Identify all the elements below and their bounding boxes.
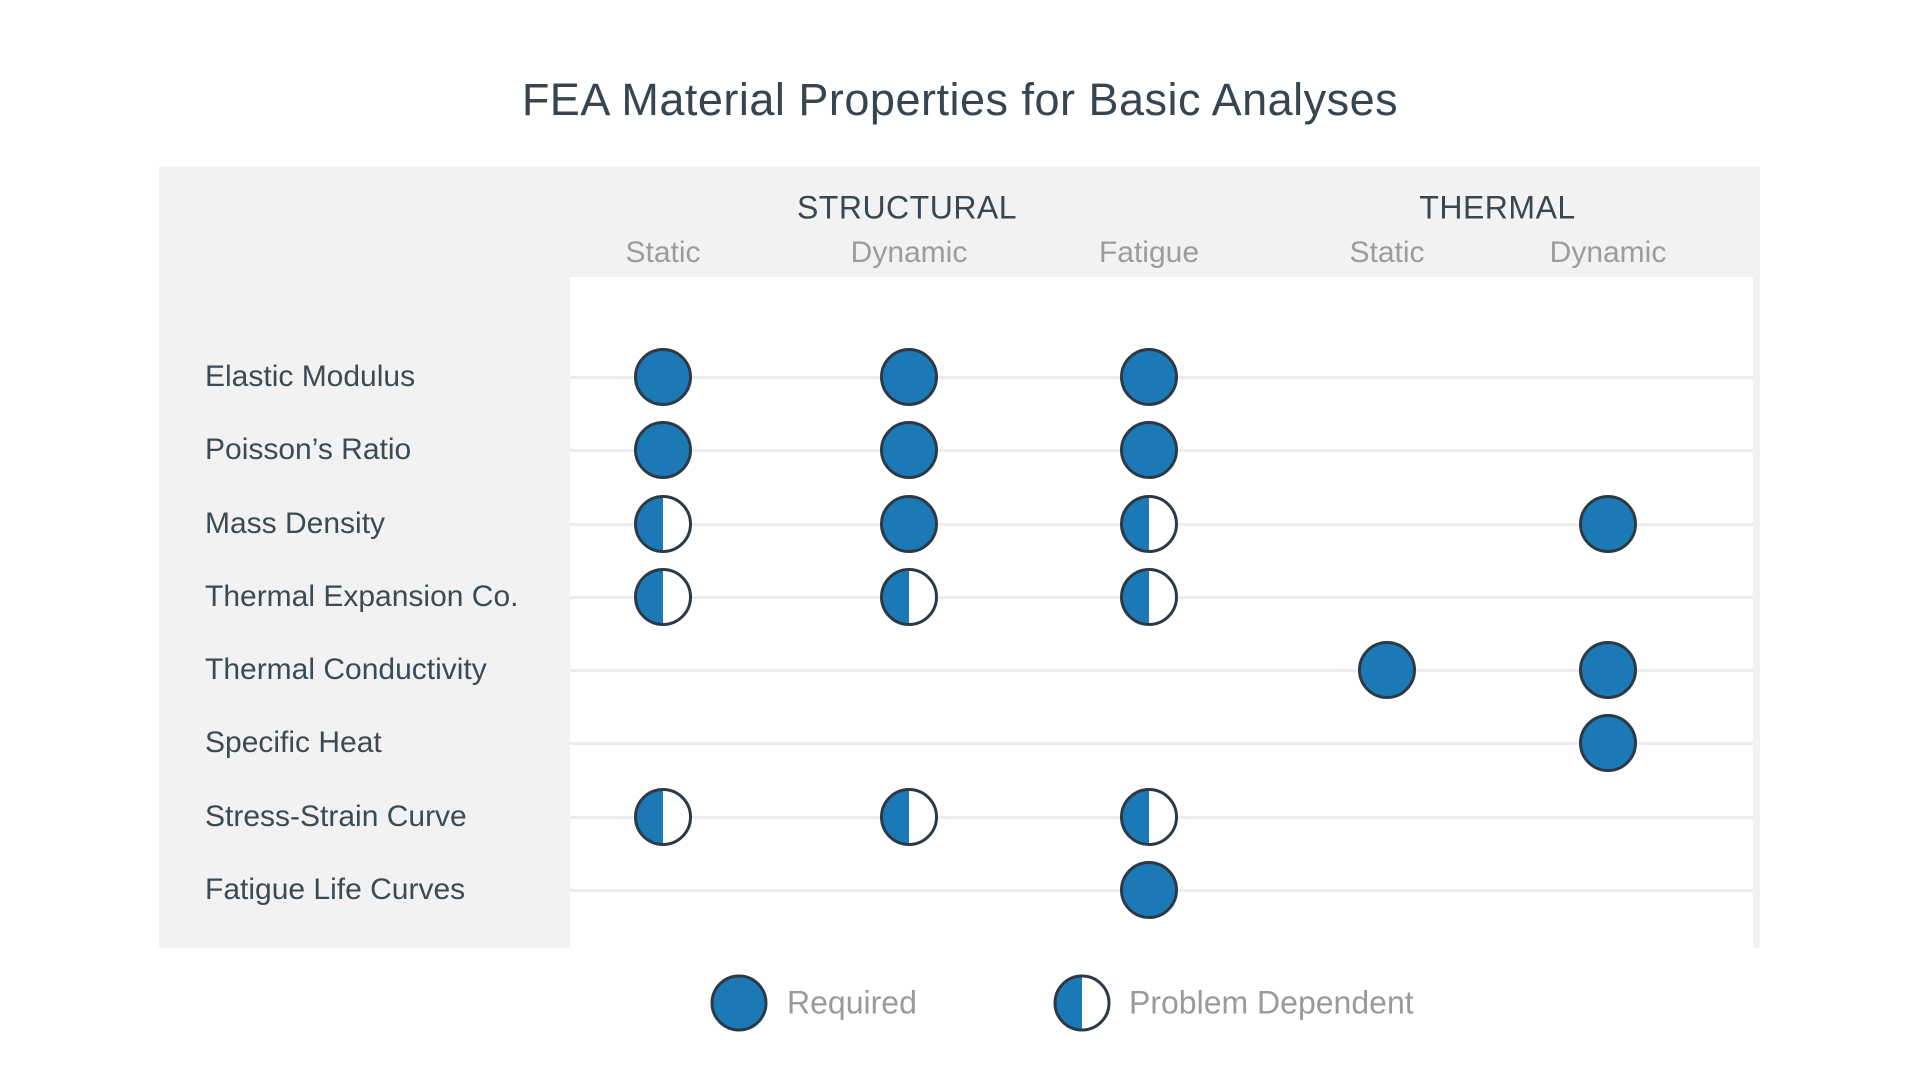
required-dot-icon-elastic-modulus-structural-static	[634, 348, 692, 406]
problem-dependent-dot-icon-mass-density-structural-fatigue	[1120, 495, 1178, 553]
row-label-poisson-s-ratio: Poisson’s Ratio	[205, 433, 412, 466]
full-circle-icon	[710, 974, 768, 1032]
required-dot-icon-poisson-s-ratio-structural-static	[634, 421, 692, 479]
problem-dependent-dot-icon-stress-strain-curve-structural-static	[634, 788, 692, 846]
row-label-stress-strain-curve: Stress-Strain Curve	[205, 800, 467, 833]
legend-label-required: Required	[787, 984, 917, 1021]
required-dot-icon-mass-density-thermal-dynamic	[1579, 495, 1637, 553]
legend-label-problem-dependent: Problem Dependent	[1129, 984, 1414, 1021]
required-dot-icon-poisson-s-ratio-structural-dynamic	[880, 421, 938, 479]
required-dot-icon-elastic-modulus-structural-dynamic	[880, 348, 938, 406]
row-label-fatigue-life-curves: Fatigue Life Curves	[205, 873, 466, 906]
required-dot-icon-poisson-s-ratio-structural-fatigue	[1120, 421, 1178, 479]
column-label-structural-dynamic: Dynamic	[850, 236, 968, 269]
page-title: FEA Material Properties for Basic Analys…	[521, 74, 1399, 125]
problem-dependent-dot-icon-mass-density-structural-static	[634, 495, 692, 553]
row-label-mass-density: Mass Density	[205, 507, 386, 540]
problem-dependent-dot-icon-stress-strain-curve-structural-fatigue	[1120, 788, 1178, 846]
required-dot-icon-mass-density-structural-dynamic	[880, 495, 938, 553]
column-group-label-structural: STRUCTURAL	[796, 189, 1018, 226]
column-label-structural-fatigue: Fatigue	[1098, 236, 1200, 269]
required-dot-icon-fatigue-life-curves-structural-fatigue	[1120, 861, 1178, 919]
row-label-elastic-modulus: Elastic Modulus	[205, 360, 416, 393]
required-dot-icon-thermal-conductivity-thermal-static	[1358, 641, 1416, 699]
required-dot-icon-thermal-conductivity-thermal-dynamic	[1579, 641, 1637, 699]
column-group-label-thermal: THERMAL	[1419, 189, 1576, 226]
row-label-thermal-expansion-co: Thermal Expansion Co.	[205, 580, 519, 613]
problem-dependent-dot-icon-stress-strain-curve-structural-dynamic	[880, 788, 938, 846]
row-label-specific-heat: Specific Heat	[205, 726, 382, 759]
gridline-specific-heat	[570, 742, 1753, 745]
problem-dependent-dot-icon-thermal-expansion-co-structural-fatigue	[1120, 568, 1178, 626]
required-dot-icon-elastic-modulus-structural-fatigue	[1120, 348, 1178, 406]
problem-dependent-dot-icon-thermal-expansion-co-structural-dynamic	[880, 568, 938, 626]
column-label-thermal-dynamic: Dynamic	[1549, 236, 1667, 269]
column-label-thermal-static: Static	[1349, 236, 1425, 269]
column-label-structural-static: Static	[625, 236, 701, 269]
required-dot-icon-specific-heat-thermal-dynamic	[1579, 714, 1637, 772]
row-label-thermal-conductivity: Thermal Conductivity	[205, 653, 487, 686]
gridline-thermal-conductivity	[570, 669, 1753, 672]
problem-dependent-dot-icon-thermal-expansion-co-structural-static	[634, 568, 692, 626]
half-circle-icon	[1053, 974, 1111, 1032]
